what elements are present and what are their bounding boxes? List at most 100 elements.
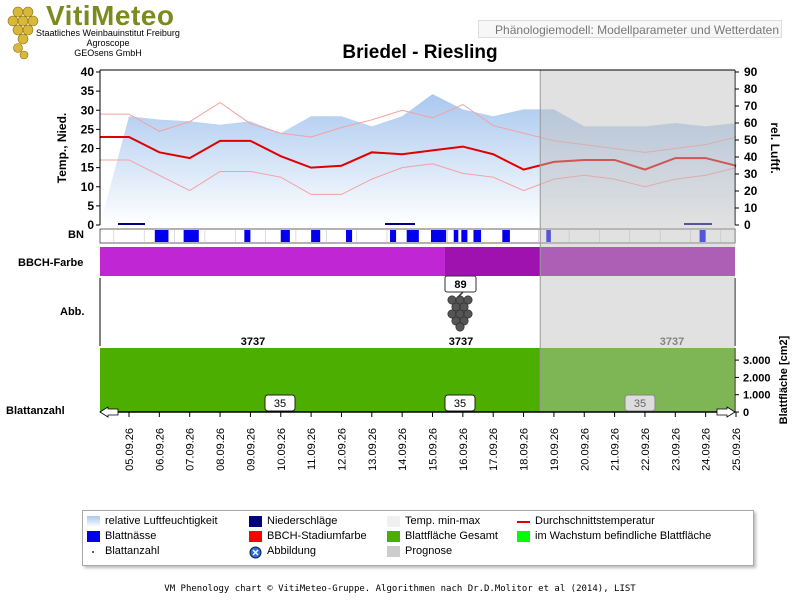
- x-tick-label: 23.09.26: [670, 428, 682, 471]
- bbch-icon: [249, 531, 262, 542]
- left-tick-label: 10: [81, 180, 95, 194]
- row-label-bn: BN: [68, 229, 84, 241]
- right-tick-label: 10: [744, 201, 758, 215]
- right-tick-label: 70: [744, 99, 758, 113]
- x-tick-label: 11.09.26: [306, 428, 318, 470]
- leaf-area-label: 3737: [449, 336, 473, 348]
- legend-label: Temp. min-max: [405, 515, 481, 527]
- right-tick-label: 80: [744, 82, 758, 96]
- prognosis-icon: [387, 546, 400, 557]
- x-tick-label: 25.09.26: [731, 428, 743, 471]
- x-tick-label: 07.09.26: [185, 428, 197, 471]
- leaf-wetness-bar: [461, 230, 468, 242]
- avgline-icon: [517, 516, 530, 527]
- leaf-area-tick-label: 0: [743, 407, 749, 419]
- left-tick-label: 25: [81, 122, 95, 136]
- right-tick-label: 0: [744, 218, 751, 232]
- leaf-wetness-bar: [546, 230, 551, 242]
- footer-copyright: VM Phenology chart © VitiMeteo-Gruppe. A…: [164, 584, 636, 594]
- leaf-wetness-bar: [699, 230, 706, 242]
- org-line-2: Agroscope: [86, 38, 130, 48]
- leafwet-icon: [87, 531, 100, 542]
- left-tick-label: 5: [87, 199, 94, 213]
- left-tick-label: 15: [81, 161, 95, 175]
- leaf-wetness-bar: [154, 230, 169, 242]
- model-selector[interactable]: Phänologiemodell: Modellparameter und We…: [478, 20, 782, 38]
- legend-label: im Wachstum befindliche Blattfläche: [535, 530, 712, 542]
- x-tick-label: 12.09.26: [336, 428, 348, 471]
- dot-icon: [87, 546, 100, 557]
- leaf-count-marker: 35: [444, 394, 476, 412]
- leaf-wetness-bar: [453, 230, 459, 242]
- humidity-icon: [87, 516, 100, 527]
- leaf-wetness-bar: [311, 230, 321, 242]
- legend-label: Niederschläge: [267, 515, 338, 527]
- grape-cluster-icon: [447, 291, 473, 332]
- right-tick-label: 60: [744, 116, 758, 130]
- leafarea-icon: [387, 531, 400, 542]
- bbch-band: [100, 247, 445, 276]
- x-tick-label: 16.09.26: [458, 428, 470, 471]
- leaf-count-label: 35: [274, 398, 286, 410]
- chart-legend: relative Luftfeuchtigkeit Niederschläge Te…: [82, 510, 754, 566]
- left-tick-label: 30: [81, 103, 95, 117]
- row-label-blattanzahl: Blattanzahl: [6, 405, 65, 417]
- legend-label: Prognose: [405, 545, 453, 557]
- leaf-wetness-bar: [430, 230, 447, 242]
- x-tick-label: 21.09.26: [610, 428, 622, 471]
- precip-icon: [249, 516, 262, 527]
- row-label-abb: Abb.: [60, 306, 85, 318]
- leaf-wetness-bar: [280, 230, 290, 242]
- temp-min-line: [100, 159, 737, 195]
- leaf-wetness-bar: [183, 230, 199, 242]
- x-tick-label: 19.09.26: [549, 428, 561, 471]
- legend-label: Abbildung: [267, 545, 316, 557]
- scroll-right-icon[interactable]: [716, 406, 736, 418]
- legend-label: Blattnässe: [105, 530, 157, 542]
- legend-label: Blattfläche Gesamt: [405, 530, 498, 542]
- grape-logo-icon: [4, 2, 44, 62]
- leaf-count-marker: 35: [264, 394, 296, 412]
- x-tick-label: 10.09.26: [276, 428, 288, 471]
- temp-max-line: [100, 102, 737, 153]
- precip-bar: [118, 223, 145, 225]
- x-tick-label: 09.09.26: [245, 428, 257, 471]
- leaf-count-label: 35: [634, 398, 646, 410]
- leaf-area-label: 3737: [241, 336, 265, 348]
- abb-icon: [249, 546, 262, 559]
- x-tick-label: 15.09.26: [428, 428, 440, 471]
- brand-title: VitiMeteo: [46, 0, 175, 31]
- left-tick-label: 0: [87, 218, 94, 232]
- leaf-wetness-bar: [502, 230, 510, 242]
- org-line-1: Staatliches Weinbauinstitut Freiburg: [36, 28, 180, 38]
- right-tick-label: 50: [744, 133, 758, 147]
- x-tick-label: 17.09.26: [488, 428, 500, 471]
- left-tick-label: 35: [81, 84, 95, 98]
- right-tick-label: 90: [744, 65, 758, 79]
- row-label-bbch: BBCH-Farbe: [18, 257, 84, 269]
- legend-label: Durchschnittstemperatur: [535, 515, 655, 527]
- scroll-left-icon[interactable]: [99, 406, 119, 418]
- prognosis-overlay: [540, 70, 735, 412]
- bbch-stage-label: 89: [454, 279, 466, 291]
- leaf-area-tick-label: 1.000: [743, 390, 771, 402]
- leaf-wetness-bar: [244, 230, 251, 242]
- growing-icon: [517, 531, 530, 542]
- bbch-stage-box: [444, 275, 477, 293]
- leaf-count-label: 35: [454, 398, 466, 410]
- chart-title: Briedel - Riesling: [342, 42, 498, 63]
- org-line-3: GEOsens GmbH: [74, 48, 142, 58]
- precip-bar: [684, 223, 712, 225]
- avg-temp-line: [100, 136, 737, 171]
- abb-row: [100, 278, 735, 346]
- bbch-band-current: [445, 247, 735, 276]
- leaf-area-axis-title: Blattfläche [cm2]: [778, 335, 790, 424]
- leaf-wetness-bar: [406, 230, 419, 242]
- legend-label: Blattanzahl: [105, 545, 160, 557]
- legend-label: relative Luftfeuchtigkeit: [105, 515, 218, 527]
- x-tick-label: 18.09.26: [519, 428, 531, 471]
- right-axis-title: rel. Luftf.: [768, 122, 782, 173]
- x-tick-label: 24.09.26: [701, 428, 713, 471]
- leaf-wetness-bar: [390, 230, 397, 242]
